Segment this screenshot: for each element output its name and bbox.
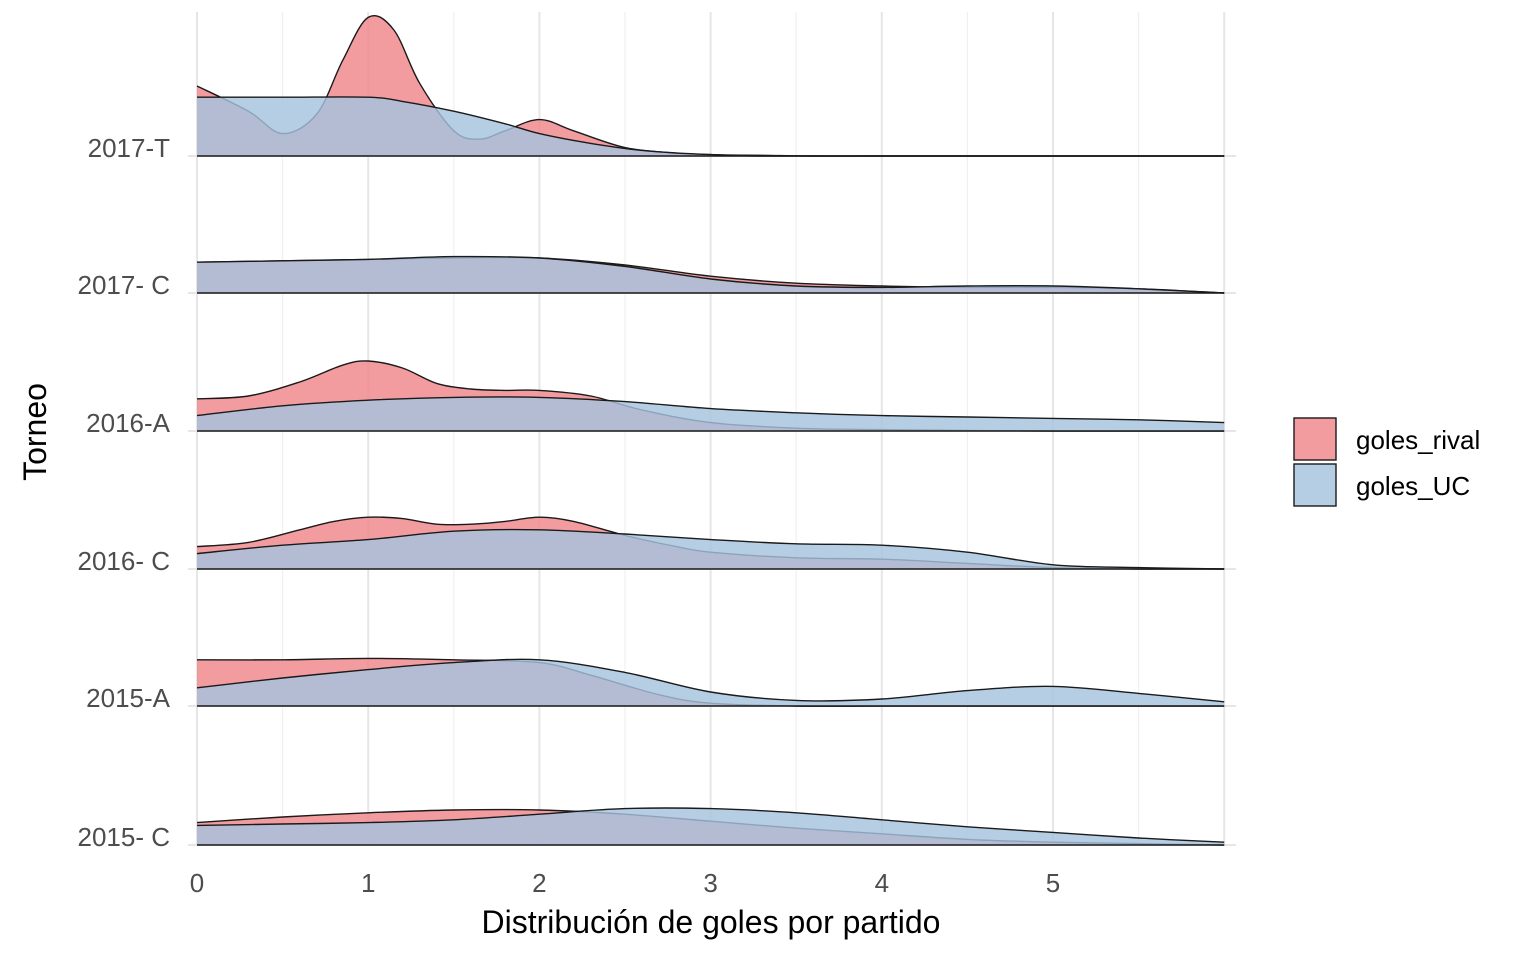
x-tick-label: 2 <box>532 868 546 898</box>
ridge-uc-6-outline <box>196 807 1225 843</box>
ridge-uc-4-area <box>197 529 1225 569</box>
x-tick-label: 0 <box>190 868 204 898</box>
x-tick-label: 3 <box>703 868 717 898</box>
y-tick-labels: 2017-T 2017- C 2016-A 2016- C 2015-A 2015- C <box>78 133 171 852</box>
y-tick-label: 2017-T <box>88 133 170 163</box>
y-tick-label: 2016- C <box>78 546 171 576</box>
ridge-uc-5-area <box>197 659 1225 706</box>
x-tick-label: 5 <box>1046 868 1060 898</box>
y-tick-label: 2016-A <box>86 408 170 438</box>
ridges <box>196 14 1225 846</box>
ridge-uc-5-outline <box>196 658 1225 703</box>
legend-key-uc <box>1293 463 1337 507</box>
x-tick-labels: 0 1 2 3 4 5 <box>190 868 1060 898</box>
y-tick-label: 2017- C <box>78 270 171 300</box>
x-tick-label: 1 <box>361 868 375 898</box>
ridge-uc-3-outline <box>196 396 1225 424</box>
y-tick-label: 2015-A <box>86 683 170 713</box>
ridge-uc-6-area <box>197 807 1225 845</box>
legend: goles_rival goles_UC <box>1293 417 1480 507</box>
y-axis-title: Torneo <box>17 383 53 481</box>
ridge-uc-3-area <box>197 396 1225 431</box>
legend-label: goles_rival <box>1356 425 1480 455</box>
x-axis-title: Distribución de goles por partido <box>482 904 941 940</box>
y-tick-label: 2015- C <box>78 822 171 852</box>
x-tick-label: 4 <box>875 868 889 898</box>
legend-key-rival <box>1293 417 1337 461</box>
ridge-uc-2-area <box>197 256 1225 293</box>
ridge-uc-4-outline <box>196 528 1225 570</box>
legend-label: goles_UC <box>1356 471 1470 501</box>
ridge-uc-2-outline <box>196 255 1225 294</box>
